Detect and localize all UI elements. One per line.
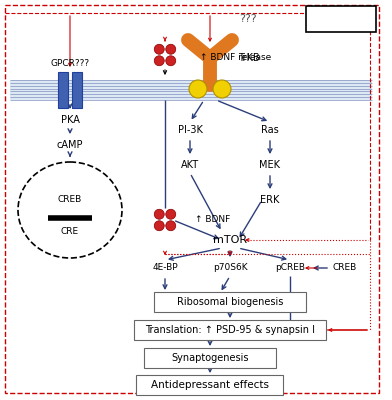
Text: GPCR???: GPCR??? <box>51 59 89 68</box>
Circle shape <box>189 80 207 98</box>
Circle shape <box>166 209 176 219</box>
Text: Alarin: Alarin <box>320 12 362 26</box>
Text: ERK: ERK <box>260 195 279 205</box>
Circle shape <box>154 56 164 66</box>
Text: pCREB: pCREB <box>275 264 305 272</box>
Circle shape <box>166 221 176 231</box>
Text: CRE: CRE <box>61 228 79 236</box>
Circle shape <box>154 44 164 54</box>
Text: ???: ??? <box>239 14 257 24</box>
Text: Ras: Ras <box>261 125 279 135</box>
FancyBboxPatch shape <box>154 292 306 312</box>
Text: AKT: AKT <box>181 160 199 170</box>
Text: Antidepressant effects: Antidepressant effects <box>151 380 269 390</box>
Circle shape <box>154 209 164 219</box>
Bar <box>58 72 68 108</box>
Text: ↑ BDNF: ↑ BDNF <box>195 216 230 224</box>
Text: mTOR: mTOR <box>213 235 247 245</box>
Text: CREB: CREB <box>58 196 82 204</box>
Text: Ribosomal biogenesis: Ribosomal biogenesis <box>177 297 283 307</box>
Bar <box>10 80 372 100</box>
Circle shape <box>166 44 176 54</box>
Text: p70S6K: p70S6K <box>213 264 247 272</box>
FancyBboxPatch shape <box>306 6 376 32</box>
Circle shape <box>213 80 231 98</box>
Text: CREB: CREB <box>333 264 357 272</box>
FancyBboxPatch shape <box>144 348 276 368</box>
Text: P: P <box>219 84 225 94</box>
Text: ↑ BDNF release: ↑ BDNF release <box>200 54 271 62</box>
Bar <box>72 72 82 108</box>
Text: PKA: PKA <box>60 115 80 125</box>
Text: cAMP: cAMP <box>57 140 83 150</box>
Circle shape <box>166 56 176 66</box>
Text: Translation: ↑ PSD-95 & synapsin I: Translation: ↑ PSD-95 & synapsin I <box>145 325 315 335</box>
Text: TrKB: TrKB <box>238 53 260 63</box>
Text: PI-3K: PI-3K <box>178 125 202 135</box>
FancyBboxPatch shape <box>136 375 283 395</box>
Text: P: P <box>195 84 201 94</box>
Text: 4E-BP: 4E-BP <box>152 264 178 272</box>
Text: MEK: MEK <box>260 160 281 170</box>
Text: Synaptogenesis: Synaptogenesis <box>171 353 249 363</box>
Circle shape <box>154 221 164 231</box>
FancyBboxPatch shape <box>134 320 326 340</box>
